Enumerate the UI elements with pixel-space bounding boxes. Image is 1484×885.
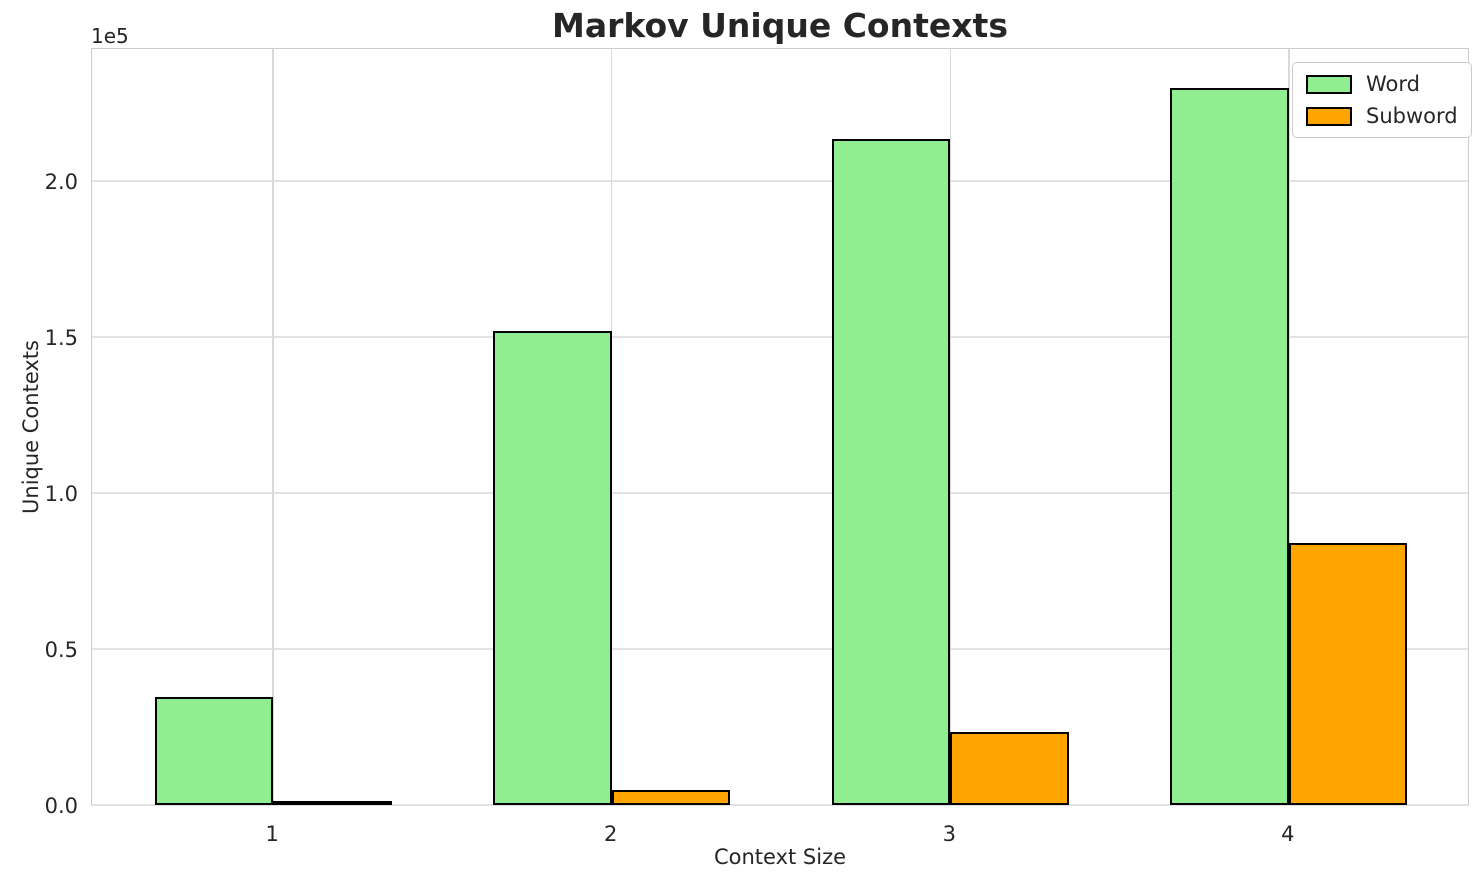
legend: Word Subword — [1292, 62, 1472, 138]
y-tick-label: 1.0 — [44, 482, 78, 507]
gridline-vertical — [272, 49, 274, 805]
bar-subword-4 — [1288, 542, 1408, 805]
legend-label: Subword — [1366, 104, 1458, 128]
legend-swatch-subword — [1306, 106, 1352, 126]
legend-label: Word — [1366, 72, 1420, 96]
x-tick-label: 3 — [942, 822, 956, 846]
legend-swatch-word — [1306, 74, 1352, 94]
legend-entry-subword: Subword — [1306, 104, 1458, 128]
y-tick-label: 0.0 — [44, 794, 78, 818]
gridline-horizontal — [92, 648, 1468, 650]
bar-word-4 — [1170, 87, 1289, 805]
plot-area — [91, 48, 1469, 806]
x-tick-label: 4 — [1281, 822, 1295, 846]
x-tick-label: 2 — [604, 822, 618, 846]
x-axis-label: Context Size — [713, 845, 847, 869]
gridline-horizontal — [92, 336, 1468, 338]
x-tick-label: 1 — [265, 822, 279, 846]
y-axis-offset-text: 1e5 — [91, 24, 129, 48]
y-tick-label: 0.5 — [44, 638, 78, 663]
gridline-horizontal — [92, 180, 1468, 182]
legend-entry-word: Word — [1306, 72, 1458, 96]
bar-subword-2 — [611, 790, 731, 805]
gridline-vertical — [1288, 49, 1290, 805]
bar-subword-1 — [273, 801, 392, 805]
gridline-vertical — [949, 49, 952, 805]
x-axis-ticks: 1 2 3 4 — [91, 822, 1469, 852]
bar-word-3 — [831, 139, 951, 805]
bar-word-1 — [154, 697, 274, 805]
y-axis-ticks: 0.0 0.5 1.0 1.5 2.0 — [0, 0, 78, 885]
bar-subword-3 — [950, 731, 1069, 805]
bar-word-2 — [493, 330, 612, 805]
y-tick-label: 2.0 — [44, 170, 78, 195]
chart-title: Markov Unique Contexts — [552, 6, 1008, 45]
y-tick-label: 1.5 — [44, 326, 78, 351]
gridline-vertical — [610, 49, 613, 805]
gridline-horizontal — [92, 804, 1468, 806]
gridline-horizontal — [92, 492, 1468, 494]
